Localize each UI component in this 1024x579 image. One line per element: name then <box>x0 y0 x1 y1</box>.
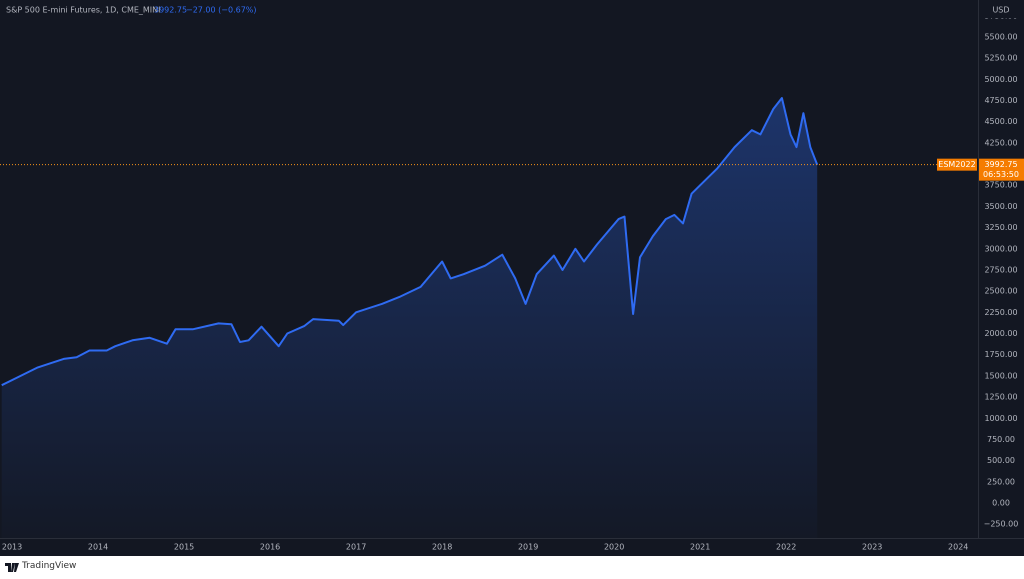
x-tick-label: 2023 <box>862 543 882 552</box>
y-tick-label: 750.00 <box>987 435 1015 444</box>
footer: TradingView <box>0 556 1024 579</box>
area-fill <box>1 98 818 538</box>
y-tick-label: 3500.00 <box>984 202 1017 211</box>
price-tag-label: 3992.75 <box>984 160 1017 169</box>
x-tick-label: 2017 <box>346 543 366 552</box>
y-tick-label: 3750.00 <box>984 181 1017 190</box>
header-change: −27.00 (−0.67%) <box>186 6 257 15</box>
header-last: 3992.75 <box>154 6 187 15</box>
y-tick-label: 0.00 <box>992 499 1010 508</box>
x-tick-label: 2024 <box>948 543 968 552</box>
symbol-label: ESM2022 <box>938 160 975 169</box>
price-line <box>1 97 819 387</box>
x-tick-label: 2013 <box>2 543 22 552</box>
x-tick-label: 2022 <box>776 543 796 552</box>
countdown-label: 06:53:50 <box>983 170 1019 179</box>
y-tick-label: 250.00 <box>987 477 1015 486</box>
y-tick-label: 1500.00 <box>984 371 1017 380</box>
currency-bg <box>980 2 1022 18</box>
y-tick-label: 1750.00 <box>984 350 1017 359</box>
y-tick-label: 500.00 <box>987 456 1015 465</box>
logo <box>5 563 19 572</box>
price-tag <box>979 158 1024 181</box>
y-tick-label: 4750.00 <box>984 96 1017 105</box>
chart: S&P 500 E-mini Futures, 1D, CME_MINI 399… <box>0 0 1024 556</box>
y-tick-label: 4250.00 <box>984 138 1017 147</box>
y-tick-label: −250.00 <box>984 520 1019 529</box>
x-tick-label: 2014 <box>88 543 108 552</box>
y-tick-label: 1250.00 <box>984 393 1017 402</box>
y-tick-label: 5250.00 <box>984 54 1017 63</box>
title: S&P 500 E-mini Futures, 1D, CME_MINI <box>6 6 161 15</box>
y-tick-label: 4500.00 <box>984 117 1017 126</box>
x-tick-label: 2019 <box>518 543 538 552</box>
y-tick-label: 3250.00 <box>984 223 1017 232</box>
symbol-tag <box>937 158 977 171</box>
y-tick-label: 2250.00 <box>984 308 1017 317</box>
currency-label: USD <box>992 6 1009 15</box>
x-tick-label: 2018 <box>432 543 452 552</box>
y-tick-label: 2000.00 <box>984 329 1017 338</box>
x-tick-label: 2021 <box>690 543 710 552</box>
y-tick-label: 2500.00 <box>984 287 1017 296</box>
x-tick-label: 2015 <box>174 543 194 552</box>
y-tick-label: 2750.00 <box>984 265 1017 274</box>
x-tick-label: 2016 <box>260 543 280 552</box>
y-tick-label: 1000.00 <box>984 414 1017 423</box>
x-tick-label: 2020 <box>604 543 624 552</box>
y-tick-label: 5500.00 <box>984 32 1017 41</box>
y-tick-label: 5000.00 <box>984 75 1017 84</box>
brand: TradingView <box>22 561 77 571</box>
y-tick-label: 3000.00 <box>984 244 1017 253</box>
